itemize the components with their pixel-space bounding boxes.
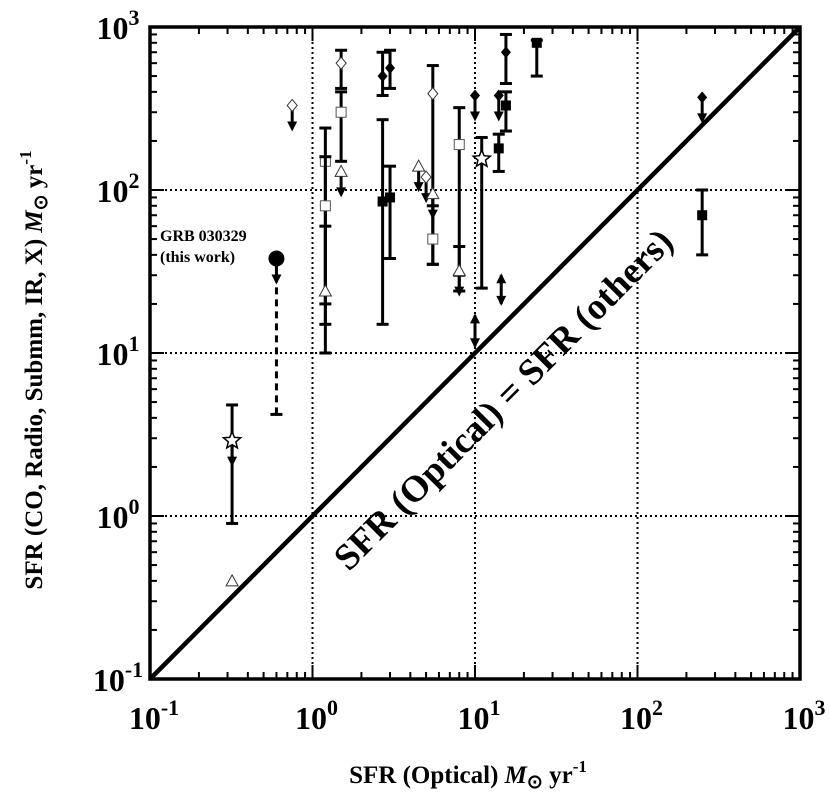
data-point: [496, 273, 507, 306]
data-point: [318, 224, 333, 326]
marker-open-square: [335, 106, 347, 118]
marker-filled-square: [377, 196, 388, 207]
limit-arrow-head: [697, 113, 708, 124]
y-tick-label: 102: [97, 168, 140, 209]
data-point: [471, 135, 493, 290]
marker-open-square: [427, 233, 439, 245]
marker-filled-square: [493, 143, 504, 154]
x-tick-label: 101: [458, 695, 501, 736]
data-point: [335, 90, 348, 163]
limit-arrow-head: [287, 121, 298, 132]
data-point: [530, 37, 543, 78]
marker-filled-diamond: [697, 91, 708, 104]
tick-labels: 10-1 100 101 102 103 10-1 100 101 102 103: [93, 5, 826, 736]
marker-filled-diamond: [470, 89, 480, 102]
marker-filled-square: [385, 192, 396, 203]
limit-arrow-head: [413, 182, 424, 193]
data-point: [425, 186, 440, 220]
data-point: [225, 573, 239, 587]
marker-filled-square: [500, 100, 511, 111]
marker-open-square: [319, 200, 331, 212]
marker-open-square: [453, 139, 465, 151]
y-tick-label: 103: [97, 5, 140, 46]
data-point: [221, 403, 243, 525]
data-point: [384, 164, 397, 260]
limit-arrow-head: [470, 111, 480, 122]
limit-arrow-head: [227, 456, 238, 467]
data-point: [335, 48, 348, 90]
x-tick-label: 103: [783, 695, 826, 736]
marker-open-triangle: [425, 186, 440, 200]
marker-open-triangle: [318, 283, 333, 297]
diagonal-label: SFR (Optical) = SFR (others): [326, 221, 681, 578]
marker-open-triangle: [334, 164, 348, 177]
marker-open-diamond: [427, 86, 439, 101]
data-point: [696, 188, 709, 257]
marker-open-diamond: [420, 170, 432, 184]
marker-open-triangle: [411, 159, 426, 172]
limit-arrow-head: [271, 274, 282, 285]
data-point: [452, 245, 467, 297]
y-axis-label: SFR (CO, Radio, Submm, IR, X) M⊙ yr-1: [16, 150, 52, 589]
data-point: [376, 50, 389, 97]
range-arrow-head-up: [496, 273, 507, 284]
range-arrow-head-down: [496, 295, 507, 306]
marker-star: [221, 429, 243, 450]
limit-arrow-head: [454, 286, 465, 297]
marker-open-diamond: [335, 56, 347, 70]
marker-filled-diamond: [385, 62, 396, 75]
data-point: [470, 313, 480, 349]
axis-ticks: [150, 27, 800, 679]
limit-arrow-head: [493, 111, 504, 122]
data-point: [268, 250, 285, 416]
data-point: [334, 164, 348, 198]
equality-line: [148, 25, 802, 681]
data-point: [376, 118, 389, 326]
marker-filled-circle: [268, 250, 285, 267]
x-tick-label: 100: [295, 695, 338, 736]
data-points: [221, 32, 709, 587]
marker-open-triangle: [452, 263, 467, 277]
range-arrow-head-down: [470, 338, 480, 349]
x-tick-label: 10-1: [129, 695, 179, 736]
data-point: [697, 91, 708, 124]
data-point: [499, 32, 512, 86]
marker-filled-square: [697, 210, 708, 221]
marker-open-diamond: [286, 98, 298, 113]
highlight-label-line1: GRB 030329: [160, 228, 247, 245]
x-tick-label: 102: [620, 695, 663, 736]
data-point: [411, 159, 426, 193]
limit-arrow-head: [336, 187, 347, 198]
data-point: [384, 48, 397, 90]
y-tick-label: 100: [97, 494, 140, 535]
data-point: [286, 98, 298, 132]
y-tick-label: 10-1: [93, 657, 143, 698]
data-point: [499, 90, 512, 133]
marker-star: [471, 148, 493, 168]
x-axis-label: SFR (Optical) M⊙ yr-1: [349, 757, 587, 793]
one-to-one-line: [148, 25, 802, 681]
y-tick-label: 101: [97, 331, 140, 372]
marker-filled-diamond: [500, 46, 511, 59]
marker-open-triangle: [225, 573, 239, 587]
data-point: [470, 89, 480, 122]
data-point: [492, 132, 505, 173]
range-arrow-head-up: [470, 313, 480, 324]
marker-filled-square: [531, 37, 542, 48]
limit-arrow-head: [427, 209, 438, 220]
highlight-label-line2: (this work): [160, 249, 235, 266]
marker-filled-diamond: [377, 70, 388, 83]
